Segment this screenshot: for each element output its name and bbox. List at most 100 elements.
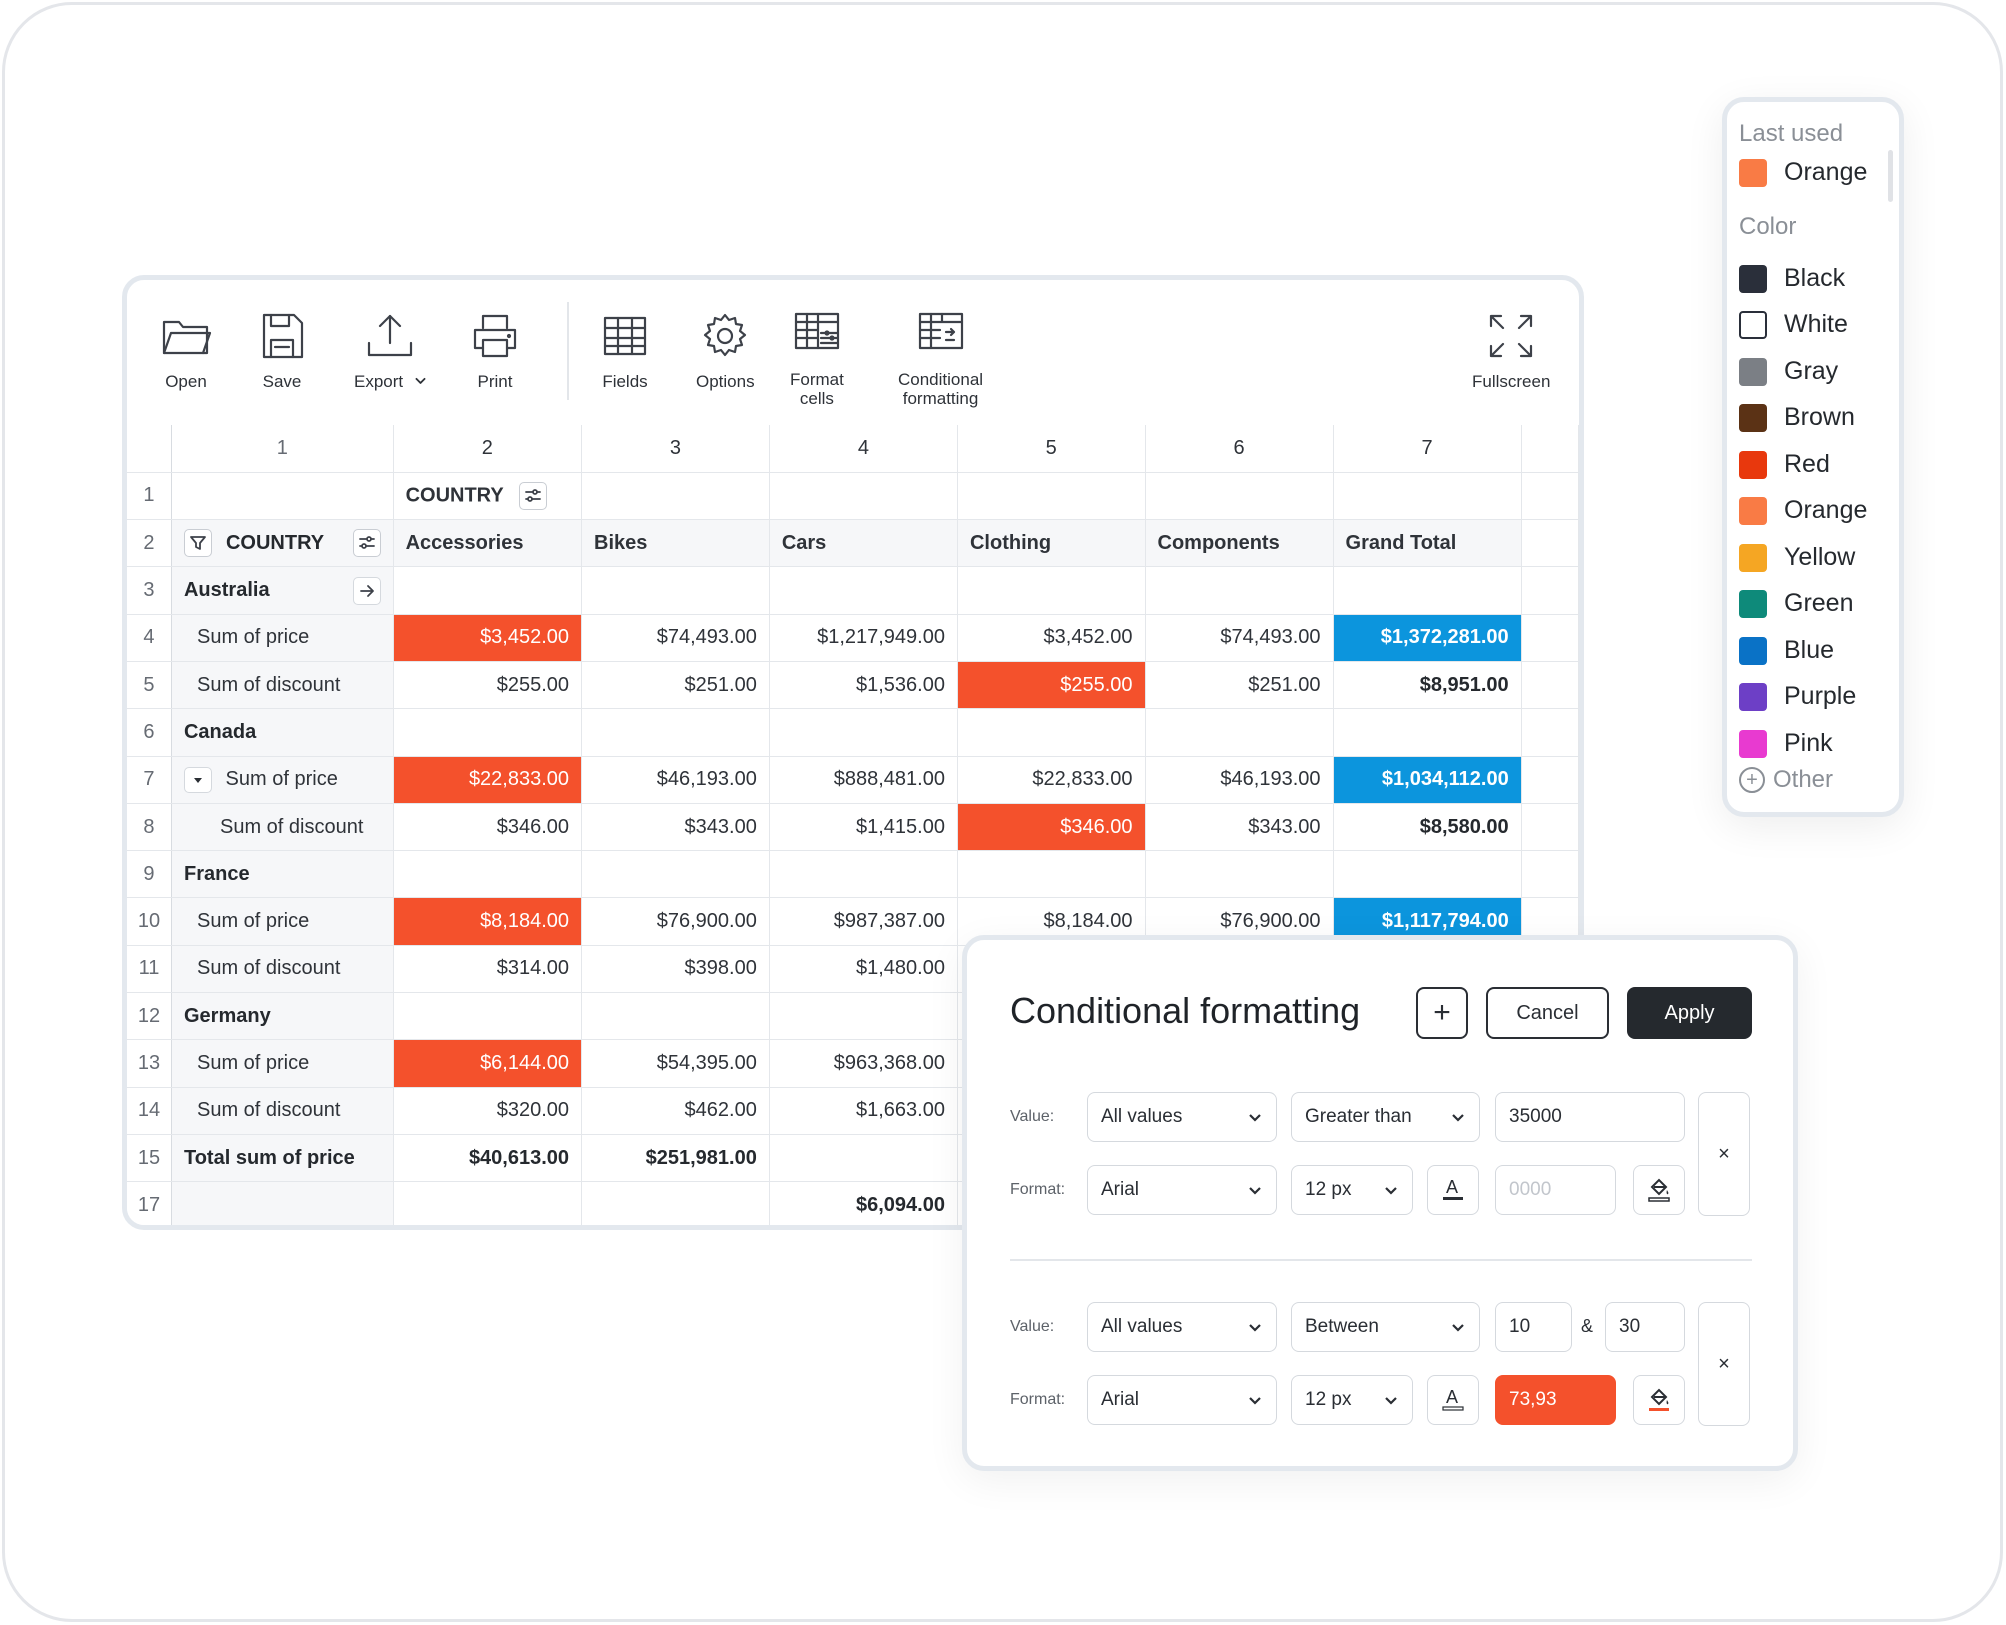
- value-cell[interactable]: $462.00: [581, 1087, 770, 1135]
- value-cell[interactable]: $6,144.00: [393, 1039, 583, 1088]
- rule2-field-select[interactable]: All values: [1087, 1302, 1277, 1352]
- value-cell[interactable]: $76,900.00: [581, 897, 770, 946]
- value-cell[interactable]: $346.00: [957, 803, 1146, 852]
- value-cell[interactable]: $255.00: [957, 661, 1146, 710]
- value-cell[interactable]: $320.00: [393, 1087, 583, 1135]
- color-option-orange[interactable]: Orange: [1739, 496, 1867, 525]
- row-filter-button[interactable]: [183, 529, 212, 558]
- rule2-fill-color-button[interactable]: [1633, 1375, 1685, 1425]
- format-cells-button[interactable]: Format cells: [790, 308, 844, 408]
- column-header[interactable]: Accessories: [393, 519, 583, 568]
- value-cell[interactable]: $8,184.00: [393, 897, 583, 946]
- export-button[interactable]: Export: [354, 310, 427, 391]
- print-button[interactable]: Print: [469, 310, 521, 391]
- options-button[interactable]: Options: [696, 310, 755, 391]
- rule2-min-input[interactable]: 10: [1495, 1302, 1572, 1352]
- value-cell[interactable]: $251.00: [581, 661, 770, 710]
- value-cell[interactable]: $1,217,949.00: [769, 614, 958, 662]
- scrollbar-thumb[interactable]: [1888, 150, 1893, 202]
- total-cell[interactable]: $40,613.00: [393, 1134, 583, 1183]
- value-cell[interactable]: $74,493.00: [581, 614, 770, 662]
- value-cell[interactable]: $22,833.00: [393, 756, 583, 804]
- color-option-red[interactable]: Red: [1739, 450, 1830, 479]
- value-cell[interactable]: $3,452.00: [957, 614, 1146, 662]
- drill-through-button[interactable]: [352, 576, 381, 605]
- rule1-font-select[interactable]: Arial: [1087, 1165, 1277, 1215]
- rule2-condition-select[interactable]: Between: [1291, 1302, 1480, 1352]
- open-button[interactable]: Open: [160, 310, 212, 391]
- column-header[interactable]: Components: [1145, 519, 1334, 568]
- rule1-size-select[interactable]: 12 px: [1291, 1165, 1413, 1215]
- measure-label: Sum of discount: [171, 661, 394, 710]
- value-cell[interactable]: $343.00: [581, 803, 770, 852]
- color-option-blue[interactable]: Blue: [1739, 636, 1834, 665]
- rule2-font-select[interactable]: Arial: [1087, 1375, 1277, 1425]
- rule1-fill-color-button[interactable]: [1633, 1165, 1685, 1215]
- value-cell[interactable]: $54,395.00: [581, 1039, 770, 1088]
- value-cell[interactable]: $398.00: [581, 945, 770, 994]
- add-condition-button[interactable]: +: [1416, 987, 1468, 1039]
- value-cell[interactable]: $1,663.00: [769, 1087, 958, 1135]
- rule1-remove-button[interactable]: ×: [1698, 1092, 1750, 1216]
- column-header[interactable]: Clothing: [957, 519, 1146, 568]
- conditional-formatting-button[interactable]: Conditional formatting: [898, 308, 983, 408]
- value-cell[interactable]: $251.00: [1145, 661, 1334, 710]
- rule-divider: [1010, 1259, 1752, 1261]
- other-color-button[interactable]: + Other: [1739, 766, 1833, 794]
- conditional-formatting-dialog: Conditional formatting + Cancel Apply Va…: [962, 935, 1798, 1471]
- cancel-button[interactable]: Cancel: [1486, 987, 1609, 1039]
- grand-total-cell[interactable]: $1,034,112.00: [1333, 756, 1522, 804]
- collapse-button[interactable]: [183, 766, 212, 793]
- rule2-remove-button[interactable]: ×: [1698, 1302, 1750, 1426]
- row-number: 5: [127, 661, 172, 710]
- value-cell[interactable]: $46,193.00: [1145, 756, 1334, 804]
- rule2-font-color-button[interactable]: A: [1427, 1375, 1479, 1425]
- color-option-purple[interactable]: Purple: [1739, 682, 1856, 711]
- column-header[interactable]: Grand Total: [1333, 519, 1522, 568]
- value-cell[interactable]: $1,536.00: [769, 661, 958, 710]
- value-cell[interactable]: $6,094.00: [769, 1181, 958, 1225]
- color-option-last-used[interactable]: Orange: [1739, 158, 1867, 187]
- value-cell[interactable]: $343.00: [1145, 803, 1334, 852]
- color-option-black[interactable]: Black: [1739, 264, 1845, 293]
- value-cell[interactable]: $963,368.00: [769, 1039, 958, 1088]
- color-swatch: [1739, 682, 1767, 711]
- value-cell[interactable]: $255.00: [393, 661, 583, 710]
- value-cell[interactable]: $3,452.00: [393, 614, 583, 662]
- value-cell[interactable]: $987,387.00: [769, 897, 958, 946]
- rule1-value-input[interactable]: 35000: [1495, 1092, 1685, 1142]
- value-cell[interactable]: $888,481.00: [769, 756, 958, 804]
- color-option-yellow[interactable]: Yellow: [1739, 543, 1855, 572]
- rule2-size-select[interactable]: 12 px: [1291, 1375, 1413, 1425]
- color-option-white[interactable]: White: [1739, 310, 1848, 339]
- save-button[interactable]: Save: [256, 310, 308, 391]
- color-option-gray[interactable]: Gray: [1739, 357, 1838, 386]
- grand-total-cell[interactable]: $8,951.00: [1333, 661, 1522, 710]
- value-cell[interactable]: $1,415.00: [769, 803, 958, 852]
- color-option-green[interactable]: Green: [1739, 589, 1853, 618]
- grand-total-cell[interactable]: $1,372,281.00: [1333, 614, 1522, 662]
- rule1-field-select[interactable]: All values: [1087, 1092, 1277, 1142]
- color-option-brown[interactable]: Brown: [1739, 403, 1855, 432]
- rule1-font-color-button[interactable]: A: [1427, 1165, 1479, 1215]
- value-cell[interactable]: $346.00: [393, 803, 583, 852]
- fields-button[interactable]: Fields: [599, 310, 651, 391]
- column-field-settings[interactable]: [518, 481, 547, 510]
- value-cell[interactable]: $1,480.00: [769, 945, 958, 994]
- chevron-down-icon: [1385, 1187, 1397, 1195]
- color-option-pink[interactable]: Pink: [1739, 729, 1833, 758]
- grand-total-cell[interactable]: $8,580.00: [1333, 803, 1522, 852]
- value-cell[interactable]: $46,193.00: [581, 756, 770, 804]
- value-cell[interactable]: $22,833.00: [957, 756, 1146, 804]
- value-cell[interactable]: $314.00: [393, 945, 583, 994]
- rule2-max-input[interactable]: 30: [1605, 1302, 1685, 1352]
- value-cell[interactable]: $74,493.00: [1145, 614, 1334, 662]
- total-cell[interactable]: $251,981.00: [581, 1134, 770, 1183]
- column-header[interactable]: Bikes: [581, 519, 770, 568]
- apply-button[interactable]: Apply: [1627, 987, 1752, 1039]
- fullscreen-button[interactable]: Fullscreen: [1472, 310, 1550, 391]
- arrow-right-icon: [359, 584, 374, 597]
- row-field-settings[interactable]: [352, 529, 381, 558]
- column-header[interactable]: Cars: [769, 519, 958, 568]
- rule1-condition-select[interactable]: Greater than: [1291, 1092, 1480, 1142]
